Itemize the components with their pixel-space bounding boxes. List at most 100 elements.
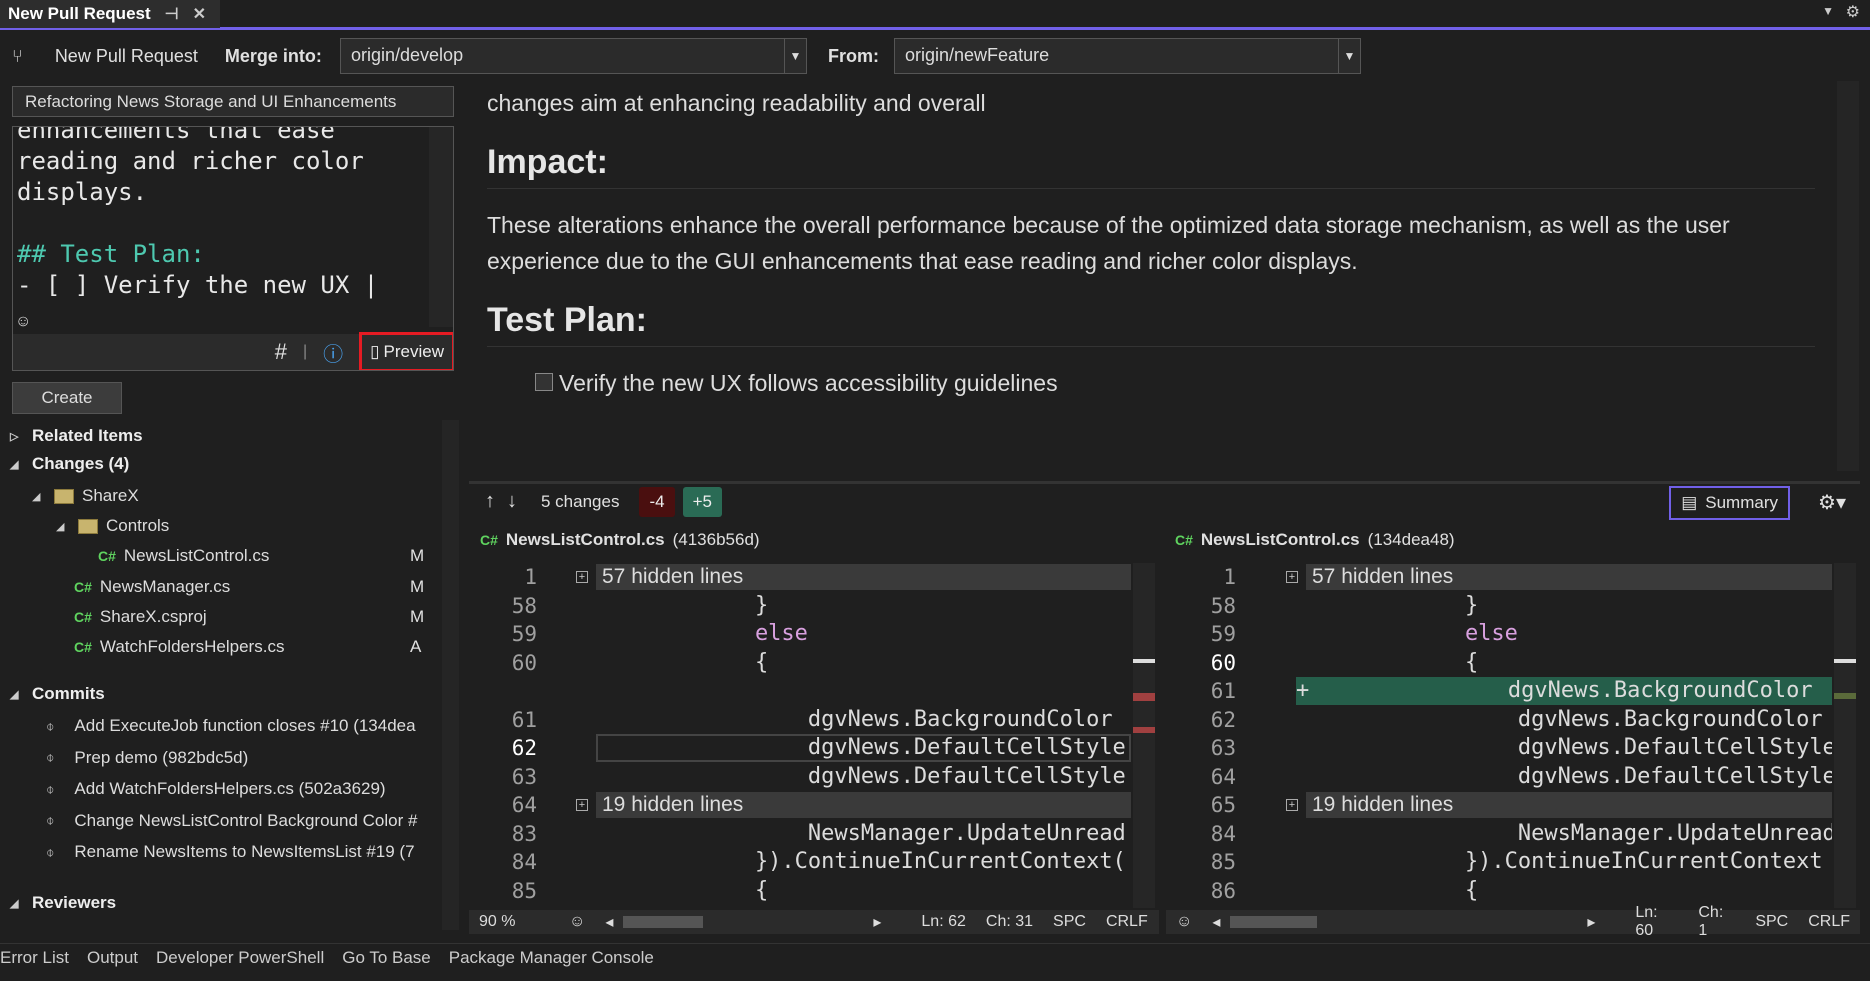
commit-item[interactable]: ⌽ Change NewsListControl Background Color… [46, 811, 426, 831]
left-diff-pane[interactable]: 1 +57 hidden lines 58 } 59 else 60 { 61 dgvNe… [469, 563, 1131, 908]
preview-intro: changes aim at enhancing readability and… [487, 90, 986, 116]
line-number: 62 [1210, 707, 1236, 732]
commit-message: Prep demo (982bdc5d) [74, 747, 249, 767]
scroll-right-icon[interactable]: ▸ [1587, 914, 1596, 931]
diff-line[interactable]: 86 { [1166, 877, 1832, 905]
diff-line[interactable]: 85 { [469, 877, 1131, 905]
changed-file[interactable]: C# ShareX.csproj [74, 607, 207, 627]
bottom-tab[interactable]: Error List [0, 948, 69, 967]
diff-line[interactable]: 60 { [1166, 649, 1832, 677]
diff-line[interactable]: 65 +19 hidden lines [1166, 791, 1832, 819]
description-text[interactable]: enhancements that ease reading and richer… [13, 127, 453, 301]
horizontal-scrollbar[interactable] [1230, 916, 1318, 928]
previous-change-icon[interactable]: ↑ [485, 490, 495, 512]
diff-line[interactable]: 64 +19 hidden lines [469, 791, 1131, 819]
changed-file[interactable]: C# WatchFoldersHelpers.cs [74, 637, 284, 657]
code-text: 57 hidden lines [1306, 564, 1832, 590]
diff-line[interactable]: 59 else [1166, 620, 1832, 648]
tab-title: New Pull Request [8, 4, 151, 23]
editor-scrollbar[interactable] [429, 127, 453, 327]
pr-title-input[interactable]: Refactoring News Storage and UI Enhancem… [12, 86, 454, 117]
changed-file[interactable]: C# NewsManager.cs [74, 577, 230, 597]
gear-icon[interactable]: ⚙ [1845, 4, 1860, 21]
bottom-tab[interactable]: Output [86, 948, 139, 967]
right-diff-pane[interactable]: 1 +57 hidden lines 58 } 59 else 60 {61 + dgvN… [1166, 563, 1832, 908]
scroll-right-icon[interactable]: ▸ [873, 914, 882, 931]
diff-line[interactable] [469, 677, 1131, 705]
diff-line[interactable]: 1 +57 hidden lines [469, 563, 1131, 591]
markdown-preview: changes aim at enhancing readability and… [469, 81, 1837, 471]
commit-item[interactable]: ⌽ Rename NewsItems to NewsItemsList #19 (… [46, 842, 426, 862]
bottom-tab[interactable]: Go To Base [342, 948, 431, 967]
bottom-tab[interactable]: Developer PowerShell [156, 948, 325, 967]
horizontal-scrollbar[interactable] [623, 916, 704, 928]
scroll-left-icon[interactable]: ◂ [605, 914, 614, 931]
commit-item[interactable]: ⌽ Add ExecuteJob function closes #10 (134… [46, 716, 426, 736]
expand-hidden-lines-icon[interactable]: + [1286, 571, 1298, 583]
from-dropdown[interactable]: origin/newFeature ▼ [894, 38, 1361, 74]
diff-line[interactable]: 63 dgvNews.DefaultCellStyle [1166, 734, 1832, 762]
folder-sharex[interactable]: ◢ ShareX [32, 486, 139, 505]
next-change-icon[interactable]: ↓ [507, 490, 517, 512]
diff-settings-gear-icon[interactable]: ⚙▾ [1818, 492, 1846, 514]
code-text: dgvNews.DefaultCellStyle [1306, 763, 1832, 789]
info-icon[interactable]: ⓘ [323, 343, 344, 366]
collapse-icon: ◢ [10, 458, 19, 471]
bottom-tab[interactable]: Package Manager Console [448, 948, 654, 967]
left-file-header: C# NewsListControl.cs (4136b56d) [480, 530, 760, 549]
diff-line[interactable]: 62 dgvNews.DefaultCellStyle [469, 734, 1131, 762]
diff-line[interactable]: 64 dgvNews.DefaultCellStyle [1166, 763, 1832, 791]
expand-hidden-lines-icon[interactable]: + [576, 571, 588, 583]
file-status: M [410, 577, 425, 596]
pin-icon[interactable]: ⊣ [164, 6, 179, 23]
diff-line[interactable]: 83 NewsManager.UpdateUnread [469, 820, 1131, 848]
expand-hidden-lines-icon[interactable]: + [576, 799, 588, 811]
related-items-header[interactable]: ▷ Related Items [10, 426, 143, 445]
diff-line[interactable]: 58 } [1166, 592, 1832, 620]
copilot-icon[interactable]: ☺ [15, 313, 32, 330]
checklist-checkbox[interactable] [535, 373, 553, 391]
preview-scrollbar[interactable] [1837, 81, 1859, 471]
commits-header[interactable]: ◢ Commits [10, 684, 105, 703]
folder-controls[interactable]: ◢ Controls [56, 516, 170, 535]
diff-line[interactable]: 63 dgvNews.DefaultCellStyle [469, 763, 1131, 791]
close-icon[interactable]: ✕ [192, 6, 206, 23]
pr-description-editor[interactable]: enhancements that ease reading and richer… [12, 126, 454, 371]
commit-item[interactable]: ⌽ Prep demo (982bdc5d) [46, 748, 426, 768]
line-number: 58 [1210, 593, 1236, 618]
chevron-down-icon[interactable]: ▼ [1822, 4, 1834, 18]
copilot-icon[interactable]: ☺ [1176, 913, 1193, 930]
left-diff-scrollbar[interactable] [1133, 563, 1155, 908]
reviewers-header[interactable]: ◢ Reviewers [10, 893, 117, 912]
tab-new-pull-request[interactable]: New Pull Request ⊣ ✕ [0, 0, 220, 28]
expand-hidden-lines-icon[interactable]: + [1286, 799, 1298, 811]
copilot-icon[interactable]: ☺ [569, 913, 586, 930]
line-number: 63 [511, 764, 537, 789]
summary-button[interactable]: ▤ Summary [1669, 486, 1790, 520]
diff-line[interactable]: 61 dgvNews.BackgroundColor [469, 706, 1131, 734]
impact-text: These alterations enhance the overall pe… [487, 212, 1730, 274]
zoom-level[interactable]: 90 % [479, 913, 516, 930]
diff-line[interactable]: 85 }).ContinueInCurrentContext [1166, 848, 1832, 876]
code-text: { [1306, 649, 1479, 675]
create-button[interactable]: Create [12, 382, 122, 414]
diff-line[interactable]: 84 NewsManager.UpdateUnread [1166, 820, 1832, 848]
line-number: 1 [1223, 565, 1236, 589]
diff-line[interactable]: 1 +57 hidden lines [1166, 563, 1832, 591]
preview-button[interactable]: ▯ Preview [359, 332, 453, 370]
diff-line[interactable]: 84 }).ContinueInCurrentContext( [469, 848, 1131, 876]
merge-into-dropdown[interactable]: origin/develop ▼ [340, 38, 807, 74]
diff-line[interactable]: 59 else [469, 620, 1131, 648]
diff-line[interactable]: 58 } [469, 592, 1131, 620]
diff-line[interactable]: 62 dgvNews.BackgroundColor [1166, 706, 1832, 734]
right-diff-scrollbar[interactable] [1834, 563, 1856, 908]
diff-line[interactable]: 61 + dgvNews.BackgroundColor [1166, 677, 1832, 705]
scroll-left-icon[interactable]: ◂ [1212, 914, 1221, 931]
diff-line[interactable]: 60 { [469, 649, 1131, 677]
right-file-header: C# NewsListControl.cs (134dea48) [1175, 530, 1455, 549]
left-panel-scrollbar[interactable] [442, 420, 459, 930]
changed-file[interactable]: C# NewsListControl.cs [98, 546, 269, 566]
commit-item[interactable]: ⌽ Add WatchFoldersHelpers.cs (502a3629) [46, 779, 426, 799]
changes-header[interactable]: ◢ Changes (4) [10, 454, 130, 473]
markdown-heading-icon[interactable]: # [274, 339, 288, 364]
